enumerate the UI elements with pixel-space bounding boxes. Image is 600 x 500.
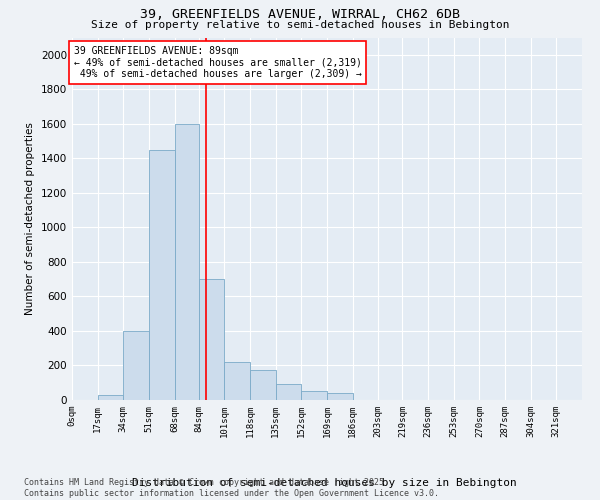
Text: 39, GREENFIELDS AVENUE, WIRRAL, CH62 6DB: 39, GREENFIELDS AVENUE, WIRRAL, CH62 6DB bbox=[140, 8, 460, 20]
Bar bbox=[327, 393, 353, 400]
Bar bbox=[149, 150, 175, 400]
Bar bbox=[275, 384, 301, 400]
Bar bbox=[124, 331, 149, 400]
Bar bbox=[250, 370, 275, 400]
Text: Distribution of semi-detached houses by size in Bebington: Distribution of semi-detached houses by … bbox=[131, 478, 517, 488]
Bar bbox=[98, 395, 124, 400]
Text: Contains HM Land Registry data © Crown copyright and database right 2025.
Contai: Contains HM Land Registry data © Crown c… bbox=[24, 478, 439, 498]
Text: Size of property relative to semi-detached houses in Bebington: Size of property relative to semi-detach… bbox=[91, 20, 509, 30]
Bar bbox=[301, 390, 327, 400]
Bar bbox=[175, 124, 199, 400]
Text: 39 GREENFIELDS AVENUE: 89sqm
← 49% of semi-detached houses are smaller (2,319)
 : 39 GREENFIELDS AVENUE: 89sqm ← 49% of se… bbox=[74, 46, 361, 80]
Y-axis label: Number of semi-detached properties: Number of semi-detached properties bbox=[25, 122, 35, 315]
Bar bbox=[224, 362, 250, 400]
Bar bbox=[199, 279, 224, 400]
